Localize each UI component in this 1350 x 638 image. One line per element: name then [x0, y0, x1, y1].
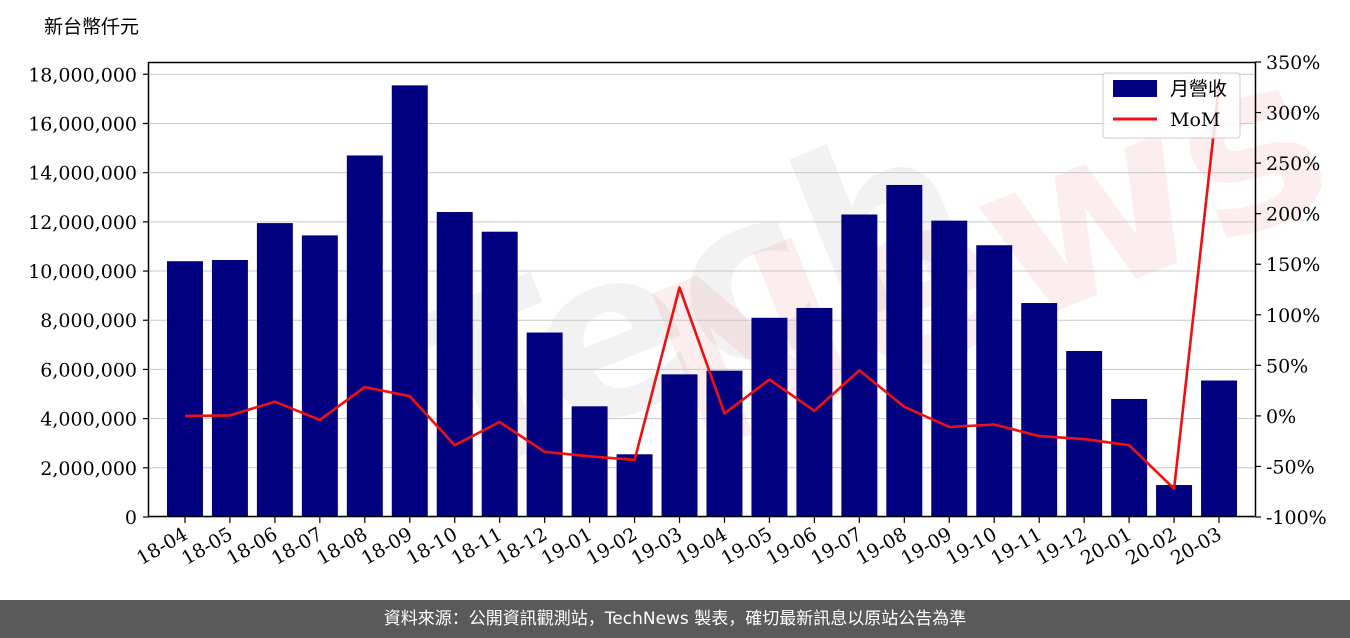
x-tick-label: 18-12 [493, 523, 551, 569]
x-tick-label: 18-06 [223, 523, 281, 569]
x-tick-label: 20-02 [1122, 523, 1180, 569]
line-series [184, 85, 1221, 491]
bar-19-05 [751, 317, 788, 517]
x-tick-label: 19-12 [1032, 523, 1090, 569]
x-tick-label: 18-09 [358, 523, 416, 569]
bar-19-12 [1066, 350, 1103, 517]
x-tick-label: 18-04 [133, 523, 191, 569]
bar-19-10 [976, 245, 1013, 517]
source-footer: 資料來源：公開資訊觀測站，TechNews 製表，確切最新訊息以原站公告為準 [0, 600, 1350, 638]
x-axis: 18-0418-0518-0618-0718-0818-0918-1018-11… [133, 517, 1226, 570]
mom-line [184, 85, 1221, 491]
y-left-unit-label: 新台幣仟元 [44, 16, 139, 38]
x-tick-label: 19-10 [942, 523, 1000, 569]
y-left-tick-label: 8,000,000 [40, 310, 137, 332]
x-tick-label: 19-05 [717, 523, 775, 569]
x-tick-label: 18-05 [178, 523, 236, 569]
y-left-tick-label: 0 [125, 507, 137, 529]
x-tick-label: 20-03 [1167, 523, 1225, 569]
y-left-tick-label: 14,000,000 [28, 163, 137, 185]
x-tick-label: 20-01 [1077, 523, 1135, 569]
y-right-tick-label: -50% [1266, 456, 1315, 478]
bar-18-09 [391, 85, 428, 517]
legend-swatch-revenue [1113, 80, 1157, 97]
legend-label-revenue: 月營收 [1170, 78, 1227, 100]
bar-19-08 [886, 184, 923, 518]
bar-19-06 [796, 307, 833, 517]
x-tick-label: 19-03 [628, 523, 686, 569]
bar-19-02 [616, 454, 653, 517]
y-left-tick-label: 18,000,000 [28, 64, 137, 86]
y-right-tick-label: 150% [1266, 254, 1320, 276]
y-left-tick-label: 2,000,000 [40, 458, 137, 480]
legend-label-mom: MoM [1170, 109, 1220, 131]
y-left-tick-label: 16,000,000 [28, 113, 137, 135]
x-tick-label: 19-02 [583, 523, 641, 569]
bar-19-07 [841, 214, 878, 517]
bar-18-06 [256, 223, 293, 517]
x-tick-label: 19-08 [852, 523, 910, 569]
bar-series [166, 85, 1238, 518]
y-right-axis: -100% -50% 0% 50% 100% 150% 200% 250% 300% 350% [1255, 52, 1327, 529]
bar-18-05 [211, 259, 248, 517]
bar-18-04 [166, 261, 203, 517]
bar-19-09 [931, 220, 968, 517]
bar-18-12 [526, 332, 563, 517]
y-right-tick-label: 0% [1266, 406, 1296, 428]
y-right-tick-label: 100% [1266, 305, 1320, 327]
legend: 月營收 MoM [1102, 72, 1241, 139]
bar-19-01 [571, 406, 608, 517]
bar-18-11 [481, 231, 518, 517]
x-tick-label: 18-07 [268, 523, 326, 569]
bar-19-04 [706, 370, 743, 517]
y-right-tick-label: 350% [1266, 52, 1320, 74]
bar-19-11 [1021, 303, 1058, 517]
x-tick-label: 18-08 [313, 523, 371, 569]
y-left-tick-label: 6,000,000 [40, 359, 137, 381]
y-right-tick-label: 50% [1266, 355, 1308, 377]
chart: Tech News 新台幣仟元 02,000,0004,000,0006,000… [28, 0, 1350, 570]
bar-18-10 [436, 212, 473, 517]
x-tick-label: 18-10 [403, 523, 461, 569]
y-left-tick-label: 4,000,000 [40, 409, 137, 431]
x-tick-label: 19-09 [897, 523, 955, 569]
bar-20-03 [1201, 380, 1238, 517]
plot-frame [147, 61, 1257, 518]
y-left-tick-label: 10,000,000 [28, 261, 137, 283]
x-tick-label: 19-11 [987, 523, 1045, 569]
y-left-tick-label: 12,000,000 [28, 212, 137, 234]
bar-19-03 [661, 374, 698, 517]
bar-18-07 [301, 235, 338, 517]
y-right-tick-label: 200% [1266, 204, 1320, 226]
y-right-tick-label: 250% [1266, 153, 1320, 175]
x-tick-label: 19-04 [673, 523, 731, 569]
y-right-tick-label: -100% [1266, 507, 1327, 529]
y-left-axis: 0 2,000,000 4,000,000 6,000,000 8,000,000 10,… [28, 64, 149, 529]
x-tick-label: 19-07 [807, 523, 865, 569]
x-tick-label: 19-06 [762, 523, 820, 569]
x-tick-label: 19-01 [538, 523, 596, 569]
bar-20-02 [1156, 485, 1193, 517]
bar-18-08 [346, 155, 383, 517]
y-right-tick-label: 300% [1266, 103, 1320, 125]
